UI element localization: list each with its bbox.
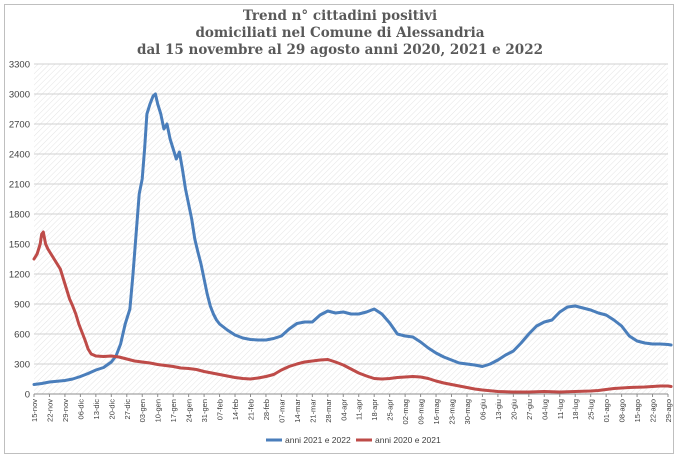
series-line-1 [32,92,673,386]
x-tick-label: 03-gen [138,399,147,422]
y-tick-label: 2700 [9,120,30,131]
x-tick-label: 25-apr [386,399,395,421]
x-tick-label: 27-giu [525,399,534,420]
x-tick-label: 08-ago [618,399,627,422]
y-tick-label: 2100 [9,180,30,191]
y-tick-label: 0 [25,390,30,401]
x-tick-label: 07-mar [277,399,286,423]
x-tick-label: 09-mag [417,399,426,424]
x-tick-label: 18-apr [370,399,379,421]
y-tick-label: 900 [14,300,30,311]
x-tick-label: 04-lug [540,399,549,420]
x-tick-label: 28-mar [324,399,333,423]
x-tick-label: 24-gen [185,399,194,422]
x-tick-label: 15-nov [30,399,39,422]
x-tick-label: 14-mar [293,399,302,423]
x-tick-label: 13-dic [92,399,101,420]
y-axis: 0 300 600 900 1200 1500 1800 2100 2400 2700 3000 33… [9,60,30,401]
x-tick-label: 11-apr [355,398,364,420]
x-tick-label: 17-gen [169,399,178,422]
x-tick-label: 22-nov [45,399,54,422]
x-tick-label: 13-giu [494,399,503,420]
x-tick-label: 30-mag [463,399,472,424]
gridlines [34,63,668,395]
y-tick-label: 2400 [9,150,30,161]
x-tick-label: 28-feb [262,399,271,420]
series-lines [32,92,673,394]
x-tick-label: 27-dic [123,399,132,420]
chart-subtitle-line-2: dal 15 novembre al 29 agosto anni 2020, … [137,42,543,58]
y-tick-label: 3300 [9,60,30,71]
series-line-2 [32,230,673,394]
plot-area [34,64,668,394]
x-tick-label: 31-gen [200,399,209,422]
x-axis: 15-nov 22-nov 29-nov 06-dic 13-dic 20-dic 27-d… [30,394,673,424]
y-tick-label: 600 [14,330,30,341]
legend-label: anni 2021 e 2022 [285,435,351,445]
legend-label: anni 2020 e 2021 [375,435,441,445]
x-tick-label: 16-mag [432,399,441,424]
legend: anni 2021 e 2022 anni 2020 e 2021 [266,435,441,445]
x-tick-label: 15-ago [633,399,642,422]
x-tick-label: 10-gen [154,399,163,422]
x-tick-label: 02-mag [401,399,410,424]
x-tick-label: 29-nov [61,399,70,422]
x-tick-label: 21-mar [308,399,317,423]
x-tick-label: 20-giu [509,399,518,420]
x-tick-label: 29-ago [664,399,673,422]
y-tick-label: 1800 [9,210,30,221]
x-tick-label: 11-lug [556,399,565,419]
chart-title: Trend n° cittadini positivi [242,8,438,24]
x-tick-label: 04-apr [339,399,348,421]
x-tick-label: 01-ago [602,399,611,422]
y-tick-label: 300 [14,360,30,371]
x-tick-label: 06-giu [478,399,487,420]
y-tick-label: 1200 [9,270,30,281]
y-tick-label: 3000 [9,90,30,101]
x-tick-label: 14-feb [231,399,240,420]
x-tick-label: 06-dic [76,399,85,420]
chart-subtitle-line-1: domiciliati nel Comune di Alessandria [195,25,485,41]
y-tick-label: 1500 [9,240,30,251]
x-tick-label: 25-lug [587,399,596,420]
x-tick-label: 07-feb [216,399,225,420]
x-tick-label: 18-lug [571,399,580,420]
x-tick-label: 21-feb [246,399,255,420]
x-tick-label: 23-mag [448,399,457,424]
x-tick-label: 20-dic [107,399,116,420]
x-tick-label: 22-ago [649,399,658,422]
